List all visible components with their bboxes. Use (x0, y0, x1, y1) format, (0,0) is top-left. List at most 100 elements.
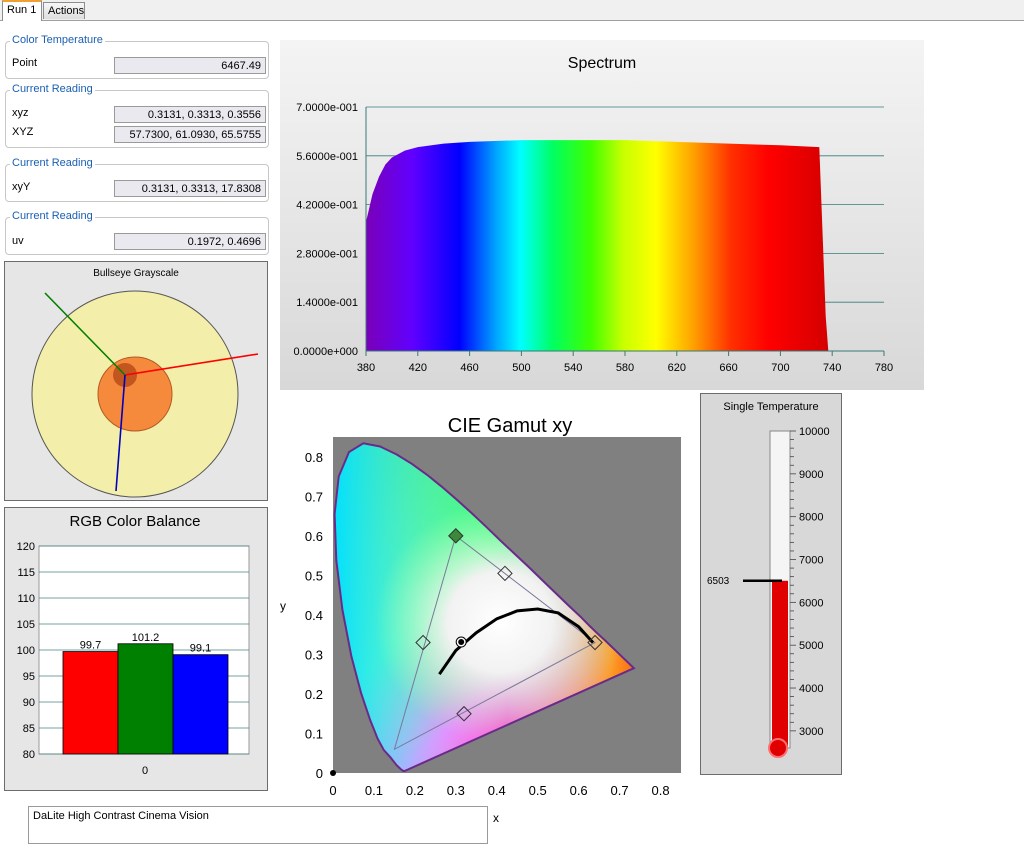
thermometer-tick-label: 10000 (799, 426, 830, 438)
cie-target-marker (497, 565, 513, 582)
cie-x-axis-label: x (493, 811, 499, 825)
group-legend: Color Temperature (10, 34, 105, 46)
cie-locus-outline (333, 442, 636, 772)
point-value-field[interactable]: 6467.49 (114, 57, 266, 74)
cie-y-tick: 0.4 (305, 608, 323, 623)
thermometer-tick-label: 8000 (799, 512, 823, 524)
bullseye-inner-ring (97, 356, 173, 432)
xyY-label: xyY (12, 181, 31, 193)
rgb-y-tick: 85 (23, 723, 35, 735)
rgb-bar-label: 99.7 (80, 640, 101, 652)
bullseye-title: Bullseye Grayscale (93, 268, 179, 279)
cie-y-tick: 0.2 (305, 687, 323, 702)
rgb-y-tick: 100 (17, 645, 35, 657)
thermometer-fill (772, 580, 788, 748)
spectrum-y-tick: 5.6000e-001 (296, 151, 358, 163)
rgb-bar-label: 101.2 (132, 632, 160, 644)
color-temperature-group: Color Temperature Point 6467.49 (5, 34, 269, 79)
thermometer-tick-label: 4000 (799, 683, 823, 695)
cie-gamut-triangle (393, 534, 596, 751)
rgb-y-tick: 105 (17, 619, 35, 631)
thermometer-chart: Single Temperature 10000 9000 8000 7000 6000… (707, 401, 830, 758)
rgb-balance-title: RGB Color Balance (70, 513, 201, 530)
rgb-bar (117, 643, 174, 755)
spectrum-y-tick: 2.8000e-001 (296, 248, 358, 260)
spectrum-panel: Spectrum 0.0000e+000 1.4000e-001 2.8000e-0… (280, 40, 924, 390)
single-temperature-panel: Single Temperature 10000 9000 8000 7000 6000… (700, 393, 842, 775)
cie-y-tick: 0.3 (305, 647, 323, 662)
cie-x-tick: 0.6 (570, 783, 588, 798)
cie-gamut-chart: CIE Gamut xy 0 0.1 0.2 0.3 0.4 0.5 0.6 0.7 0.8 0 0… (280, 415, 681, 798)
spectrum-y-tick: 7.0000e-001 (296, 102, 358, 114)
cie-target-marker (587, 634, 603, 651)
thermometer-value-label: 6503 (707, 576, 730, 587)
rgb-y-tick: 110 (17, 593, 35, 605)
thermometer-bulb (768, 738, 788, 758)
cie-y-tick: 0.7 (305, 489, 323, 504)
notes-textbox[interactable]: DaLite High Contrast Cinema Vision (28, 806, 488, 844)
rgb-y-tick: 90 (23, 697, 35, 709)
bullseye-svg: Bullseye Grayscale (31, 268, 259, 498)
spectrum-x-tick: 420 (409, 362, 427, 374)
rgb-balance-chart: RGB Color Balance 120 115 110 105 100 95 90 85 8… (17, 513, 250, 777)
thermometer-tick-label: 3000 (799, 726, 823, 738)
cie-x-tick: 0.5 (529, 783, 547, 798)
spectrum-curve (366, 140, 829, 351)
spectrum-x-tick: 740 (823, 362, 841, 374)
rgb-bar (62, 651, 119, 755)
group-legend: Current Reading (10, 210, 95, 222)
cie-x-tick: 0.3 (447, 783, 465, 798)
uv-reading-group: Current Reading uv 0.1972, 0.4696 (5, 210, 269, 255)
thermometer-tick-label: 9000 (799, 469, 823, 481)
group-legend: Current Reading (10, 83, 95, 95)
cie-target-marker (456, 705, 472, 722)
bullseye-grayscale-panel: Bullseye Grayscale (4, 261, 268, 501)
rgb-x-label: 0 (142, 765, 148, 777)
spectrum-x-tick: 700 (771, 362, 789, 374)
spectrum-x-tick: 780 (875, 362, 893, 374)
cie-measured-point (458, 639, 465, 646)
group-legend: Current Reading (10, 157, 95, 169)
cie-y-tick: 0.6 (305, 529, 323, 544)
rgb-bar (172, 654, 229, 755)
spectrum-x-tick: 460 (460, 362, 478, 374)
XYZ-label: XYZ (12, 126, 34, 138)
cie-x-tick: 0.2 (406, 783, 424, 798)
XYZ-value-field[interactable]: 57.7300, 61.0930, 65.5755 (114, 126, 266, 143)
cie-y-tick: 0.5 (305, 568, 323, 583)
tab-actions[interactable]: Actions (43, 2, 85, 19)
spectrum-x-tick: 540 (564, 362, 582, 374)
xyz-label: xyz (12, 107, 29, 119)
rgb-y-tick: 95 (23, 671, 35, 683)
bullseye-blue-vector (115, 374, 126, 492)
rgb-bar-label: 99.1 (190, 643, 211, 655)
spectrum-x-tick: 380 (357, 362, 375, 374)
spectrum-title: Spectrum (568, 55, 636, 72)
cie-target-marker (415, 634, 431, 651)
uv-label: uv (12, 235, 24, 247)
cie-y-axis-label: y (280, 599, 286, 613)
spectrum-y-tick: 1.4000e-001 (296, 297, 358, 309)
rgb-y-tick: 80 (23, 749, 35, 761)
cie-x-tick: 0 (329, 783, 336, 798)
cie-x-tick: 0.8 (651, 783, 669, 798)
spectrum-y-tick: 4.2000e-001 (296, 200, 358, 212)
uv-value-field[interactable]: 0.1972, 0.4696 (114, 233, 266, 250)
rgb-y-tick: 115 (17, 567, 35, 579)
spectrum-y-tick: 0.0000e+000 (293, 346, 358, 358)
tab-run-1[interactable]: Run 1 (2, 0, 42, 21)
rgb-color-balance-panel: RGB Color Balance 120 115 110 105 100 95 90 85 8… (4, 507, 268, 791)
cie-y-tick: 0.8 (305, 450, 323, 465)
xyY-value-field[interactable]: 0.3131, 0.3313, 17.8308 (114, 180, 266, 197)
spectrum-chart: Spectrum 0.0000e+000 1.4000e-001 2.8000e-0… (293, 55, 893, 374)
thermometer-tick-label: 5000 (799, 640, 823, 652)
spectrum-x-tick: 580 (616, 362, 634, 374)
cie-target-marker (448, 528, 464, 544)
thermometer-tick-label: 7000 (799, 555, 823, 567)
xyz-reading-group: Current Reading xyz 0.3131, 0.3313, 0.35… (5, 83, 269, 148)
spectrum-x-tick: 500 (512, 362, 530, 374)
spectrum-x-tick: 660 (719, 362, 737, 374)
xyz-value-field[interactable]: 0.3131, 0.3313, 0.3556 (114, 106, 266, 123)
rgb-y-tick: 120 (17, 541, 35, 553)
spectrum-x-tick: 620 (668, 362, 686, 374)
